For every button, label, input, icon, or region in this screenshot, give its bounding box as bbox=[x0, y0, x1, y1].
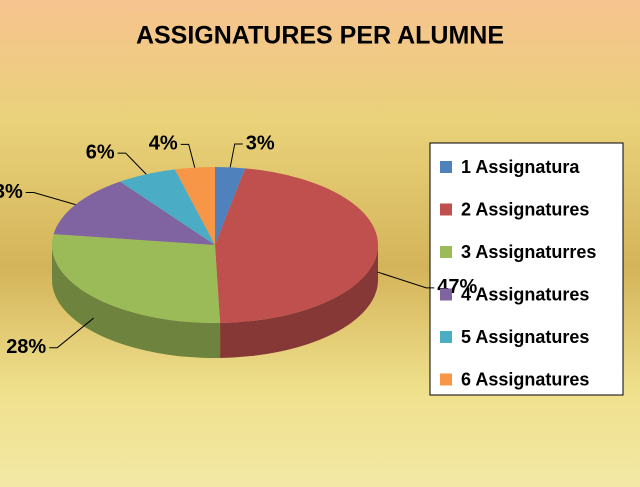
legend-swatch bbox=[440, 331, 452, 343]
legend-label: 1 Assignatura bbox=[461, 157, 580, 177]
data-label: 3% bbox=[246, 132, 275, 154]
legend-label: 2 Assignatures bbox=[461, 199, 589, 219]
leader-line bbox=[229, 143, 243, 168]
data-label: 4% bbox=[149, 133, 178, 155]
data-label: 6% bbox=[86, 141, 115, 163]
legend-swatch bbox=[440, 288, 452, 301]
legend-swatch bbox=[440, 373, 452, 386]
leader-line bbox=[25, 191, 76, 206]
leader-line bbox=[180, 143, 196, 168]
legend-box bbox=[429, 142, 624, 396]
data-label: 28% bbox=[6, 336, 46, 358]
legend-swatch bbox=[440, 161, 452, 173]
pie-slice bbox=[174, 167, 215, 245]
legend-label: 6 Assignatures bbox=[461, 369, 589, 389]
pie-side bbox=[220, 245, 378, 358]
pie-slice bbox=[215, 167, 246, 245]
data-label: 13% bbox=[0, 181, 23, 203]
pie-slice bbox=[53, 181, 216, 245]
legend-swatch bbox=[440, 203, 452, 216]
pie-slice bbox=[51, 234, 221, 323]
legend-label: 4 Assignatures bbox=[461, 284, 589, 304]
legend-label: 3 Assignaturres bbox=[461, 242, 596, 262]
pie-slice bbox=[120, 169, 215, 245]
pie-side bbox=[52, 245, 221, 358]
pie-slice bbox=[215, 168, 379, 323]
legend-label: 5 Assignatures bbox=[461, 327, 589, 347]
leader-line bbox=[117, 152, 147, 175]
leader-line bbox=[377, 271, 435, 289]
legend-swatch bbox=[440, 246, 452, 258]
leader-line bbox=[49, 317, 94, 349]
chart-title: ASSIGNATURES PER ALUMNE bbox=[136, 22, 504, 50]
